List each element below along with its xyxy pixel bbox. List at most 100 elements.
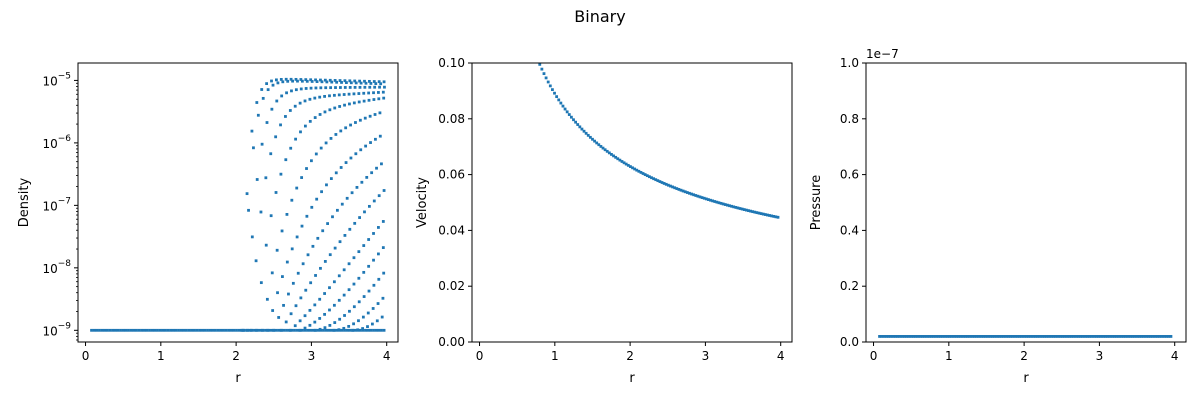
- data-point: [567, 113, 571, 116]
- data-point: [645, 174, 649, 178]
- data-point: [95, 328, 99, 332]
- data-point: [1160, 335, 1164, 338]
- data-point: [156, 328, 159, 332]
- data-point: [214, 328, 217, 332]
- data-point: [187, 328, 191, 332]
- data-point: [328, 308, 331, 312]
- data-point: [260, 142, 264, 146]
- data-point: [329, 328, 333, 332]
- data-point: [119, 328, 122, 332]
- y-tick-label: 10−8: [42, 259, 71, 276]
- data-point: [232, 328, 236, 332]
- data-point: [354, 121, 357, 124]
- data-point: [379, 82, 383, 86]
- data-point: [941, 335, 945, 338]
- data-point: [880, 335, 884, 338]
- data-point: [264, 176, 268, 180]
- data-point: [343, 328, 346, 332]
- data-point: [973, 335, 976, 338]
- data-point: [1074, 335, 1078, 338]
- data-point: [200, 328, 204, 332]
- y-tick-label: 0.02: [438, 279, 465, 293]
- data-point: [352, 305, 356, 309]
- data-point: [326, 222, 329, 225]
- data-point: [349, 81, 353, 85]
- y-tick-label: 0.06: [438, 168, 465, 182]
- axes-frame: [77, 62, 399, 343]
- data-point: [605, 149, 609, 153]
- y-tick-label: 1.0: [840, 56, 859, 70]
- data-point: [593, 139, 596, 143]
- data-point: [555, 95, 559, 99]
- data-point: [959, 335, 963, 338]
- data-point: [717, 201, 721, 205]
- data-point: [383, 85, 386, 89]
- data-point: [277, 316, 281, 319]
- data-point: [340, 81, 343, 84]
- data-point: [362, 99, 366, 103]
- data-point: [373, 113, 377, 116]
- data-point: [356, 328, 360, 332]
- data-point: [324, 141, 328, 145]
- data-point: [305, 79, 309, 83]
- data-point: [116, 328, 120, 332]
- data-point: [612, 154, 615, 158]
- data-point: [1137, 335, 1141, 338]
- data-point: [916, 335, 920, 338]
- data-point: [352, 256, 356, 260]
- data-point: [597, 143, 601, 147]
- y-tick-label: 0.08: [438, 112, 465, 126]
- data-point: [588, 135, 592, 139]
- data-point: [310, 159, 313, 163]
- data-point: [948, 335, 951, 338]
- data-point: [206, 328, 209, 332]
- data-point: [343, 314, 346, 317]
- data-point: [1022, 335, 1026, 338]
- data-point: [715, 200, 719, 204]
- data-point: [347, 92, 351, 96]
- data-point: [1144, 335, 1148, 338]
- data-point: [264, 328, 267, 332]
- data-point: [1099, 335, 1103, 338]
- x-tick-label: 4: [1171, 349, 1179, 363]
- data-point: [1027, 335, 1031, 338]
- data-point: [1128, 335, 1132, 338]
- data-point: [334, 86, 337, 89]
- x-tick-label: 3: [1096, 349, 1104, 363]
- data-point: [329, 137, 333, 140]
- data-point: [1011, 335, 1015, 338]
- data-point: [704, 197, 708, 201]
- data-point: [195, 328, 199, 332]
- data-point: [572, 118, 575, 122]
- data-point: [1018, 335, 1021, 338]
- data-point: [1067, 335, 1071, 338]
- data-point: [1088, 335, 1092, 338]
- data-point: [372, 232, 375, 235]
- data-point: [308, 328, 312, 332]
- data-point: [755, 211, 759, 215]
- data-point: [347, 262, 351, 266]
- x-tick-label: 1: [157, 349, 165, 363]
- data-point: [98, 328, 101, 332]
- data-point: [578, 125, 582, 129]
- data-point: [751, 210, 755, 214]
- data-point: [256, 113, 260, 117]
- data-point: [271, 309, 275, 312]
- data-point: [319, 78, 322, 82]
- data-point: [271, 83, 275, 87]
- data-point: [265, 297, 269, 301]
- data-point: [354, 152, 358, 156]
- data-point: [294, 304, 298, 308]
- data-point: [1155, 335, 1159, 338]
- data-point: [166, 328, 170, 332]
- data-point: [757, 211, 761, 215]
- data-point: [129, 328, 133, 332]
- data-point: [700, 196, 704, 199]
- data-point: [658, 180, 662, 183]
- data-point: [282, 328, 286, 332]
- data-point: [932, 335, 936, 338]
- data-point: [629, 165, 632, 168]
- data-point: [601, 146, 605, 150]
- data-point: [357, 276, 361, 280]
- data-point: [553, 91, 556, 95]
